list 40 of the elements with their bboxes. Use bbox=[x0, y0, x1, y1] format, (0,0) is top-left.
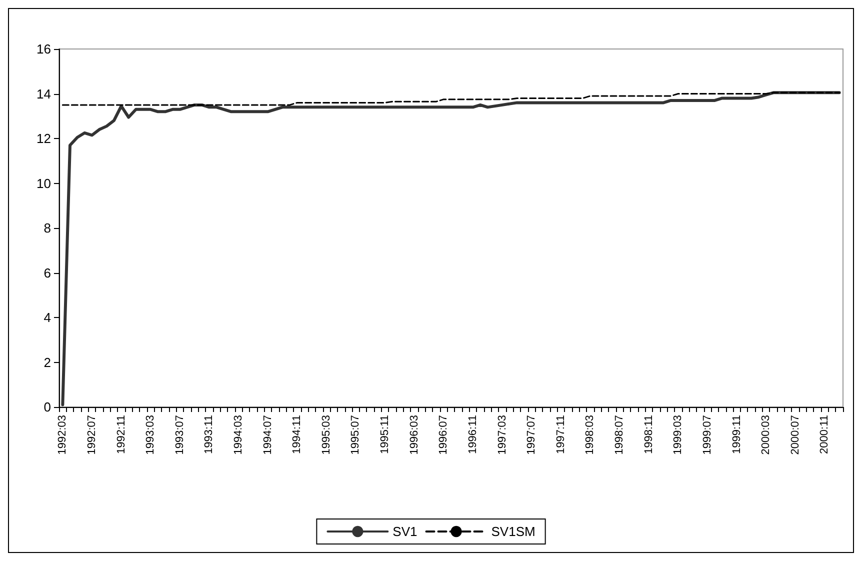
x-tick-label: 1994:11 bbox=[291, 415, 304, 454]
x-tick-label: 1997:11 bbox=[554, 415, 567, 454]
y-tick-label: 10 bbox=[36, 176, 51, 191]
x-tick-label: 1998:07 bbox=[614, 415, 626, 455]
x-tick-label: 1995:11 bbox=[379, 415, 392, 454]
x-tick-label: 2000:03 bbox=[760, 415, 772, 455]
y-tick-label: 14 bbox=[36, 86, 51, 102]
y-tick-label: 0 bbox=[44, 400, 51, 414]
y-tick-label: 4 bbox=[44, 310, 51, 325]
x-tick-label: 1993:03 bbox=[144, 415, 157, 455]
y-tick-label: 12 bbox=[36, 131, 51, 146]
x-tick-label: 1999:07 bbox=[701, 415, 714, 455]
y-tick-label: 6 bbox=[44, 265, 51, 280]
legend-label: SV1 bbox=[392, 524, 418, 539]
x-tick-label: 1997:07 bbox=[526, 415, 538, 455]
x-tick-label: 1992:07 bbox=[86, 415, 98, 455]
x-tick-label: 1996:03 bbox=[408, 415, 420, 455]
x-tick-label: 1996:07 bbox=[438, 415, 450, 455]
line-series bbox=[61, 91, 841, 406]
x-tick-label: 1996:11 bbox=[466, 415, 479, 454]
x-tick-label: 1993:07 bbox=[174, 415, 186, 455]
x-tick-label: 1995:03 bbox=[320, 415, 332, 455]
x-tick-label: 1998:11 bbox=[642, 415, 655, 454]
y-tick-label: 8 bbox=[44, 220, 51, 236]
x-tick-label: 1998:03 bbox=[584, 415, 596, 455]
x-tick-label: 1999:11 bbox=[730, 415, 743, 454]
x-tick-label: 1994:03 bbox=[232, 415, 245, 455]
x-tick-label: 1994:07 bbox=[262, 415, 274, 455]
legend-label: SV1SM bbox=[491, 524, 536, 539]
y-tick-label: 2 bbox=[44, 354, 51, 370]
x-tick-label: 1997:03 bbox=[496, 415, 508, 455]
x-tick-label: 2000:11 bbox=[818, 415, 831, 454]
x-tick-label: 1995:07 bbox=[350, 415, 362, 455]
line-series bbox=[62, 92, 840, 106]
x-tick-label: 1992:11 bbox=[115, 415, 128, 454]
x-tick-label: 2000:07 bbox=[789, 415, 802, 455]
y-tick-label: 16 bbox=[36, 42, 51, 56]
x-tick-label: 1993:11 bbox=[203, 415, 216, 454]
x-tick-label: 1999:03 bbox=[672, 415, 684, 455]
x-tick-label: 1992:03 bbox=[56, 415, 69, 455]
